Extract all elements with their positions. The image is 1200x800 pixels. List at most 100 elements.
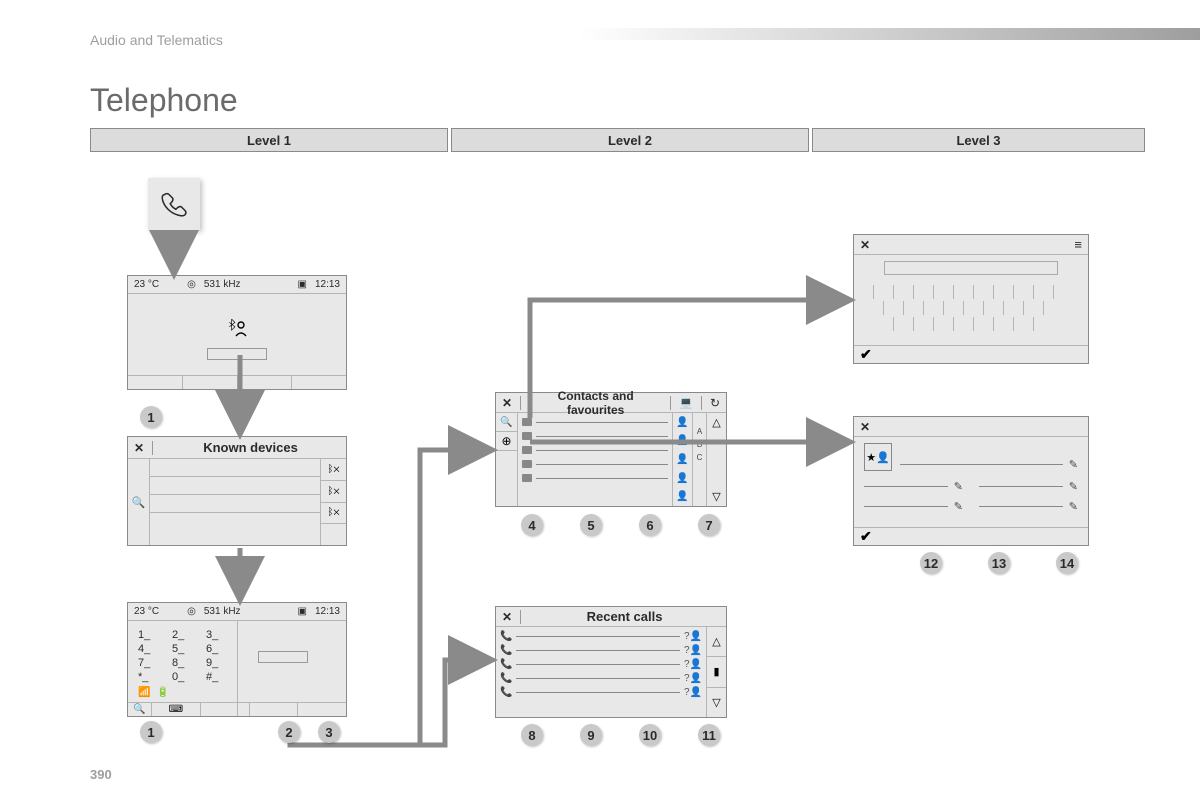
key-3[interactable]: 3_ [206, 629, 234, 641]
edit-icon[interactable]: ✎ [1069, 480, 1078, 493]
key-7[interactable]: 7_ [138, 657, 166, 669]
unknown-person-icon: ?👤 [684, 659, 702, 670]
scroll-thumb-icon[interactable]: ▮ [707, 656, 726, 687]
key-0[interactable]: 0_ [172, 671, 200, 683]
callout-5: 5 [580, 514, 602, 536]
phone-icon [159, 189, 189, 219]
callout-10: 10 [639, 724, 661, 746]
signal-icon: 📶 [138, 687, 150, 698]
search-icon[interactable]: 🔍 [496, 413, 517, 432]
time-label: 12:13 [315, 279, 340, 290]
number-display [258, 651, 308, 663]
person-icon: 👤 [676, 417, 688, 428]
call-out-icon: 📞 [500, 645, 512, 656]
panel-known-devices: ✕ Known devices 🔍 ᛒ✕ ᛒ✕ ᛒ✕ [127, 436, 347, 546]
edit-header: ✕ [854, 417, 1088, 437]
bluetooth-person-icon [225, 318, 249, 347]
panel-bluetooth-status: 23 °C ◎ 531 kHz ▣ 12:13 [127, 275, 347, 390]
edit-icon[interactable]: ✎ [954, 500, 963, 513]
close-icon[interactable]: ✕ [502, 396, 512, 410]
scroll-up-icon[interactable]: △ [707, 627, 726, 656]
call-out-icon: 📞 [500, 673, 512, 684]
device-icon[interactable]: 💻 [679, 396, 693, 409]
telephone-entry-icon-box [148, 178, 200, 230]
section-label: Audio and Telematics [90, 32, 223, 48]
target-icon: ◎ [187, 279, 196, 290]
person-icon: 👤 [676, 435, 688, 446]
keyboard-header: ✕ ≡ [854, 235, 1088, 255]
callout-12: 12 [920, 552, 942, 574]
callout-6: 6 [639, 514, 661, 536]
bt-remove-icon[interactable]: ᛒ✕ [321, 481, 346, 503]
onscreen-keyboard[interactable] [854, 281, 1088, 335]
freq-label: 531 kHz [204, 279, 241, 290]
person-icon: 👤 [676, 454, 688, 465]
unknown-person-icon: ?👤 [684, 687, 702, 698]
temp-label: 23 °C [134, 606, 159, 617]
page-title: Telephone [90, 82, 238, 119]
key-star[interactable]: *_ [138, 671, 166, 683]
confirm-icon[interactable]: ✔ [860, 346, 872, 363]
panel-dialpad: 23 °C ◎ 531 kHz ▣ 12:13 1_ 2_ 3_ 4_ 5_ 6… [127, 602, 347, 717]
time-label: 12:13 [315, 606, 340, 617]
bt-remove-icon[interactable]: ᛒ✕ [321, 459, 346, 481]
callout-9: 9 [580, 724, 602, 746]
key-6[interactable]: 6_ [206, 643, 234, 655]
panel-contacts: ✕ Contacts and favourites 💻 ↻ 🔍 ⊕ 👤 👤 👤 … [495, 392, 727, 507]
temp-label: 23 °C [134, 279, 159, 290]
contacts-header: ✕ Contacts and favourites 💻 ↻ [496, 393, 726, 413]
callout-8: 8 [521, 724, 543, 746]
callout-7: 7 [698, 514, 720, 536]
page-number: 390 [90, 767, 112, 782]
edit-icon[interactable]: ✎ [954, 480, 963, 493]
panel-keyboard: ✕ ≡ ✔ [853, 234, 1089, 364]
close-icon[interactable]: ✕ [860, 420, 870, 434]
text-input[interactable] [884, 261, 1058, 275]
call-out-icon: 📞 [500, 687, 512, 698]
header-gradient [580, 28, 1200, 40]
edit-icon[interactable]: ✎ [1069, 500, 1078, 513]
scroll-down-icon[interactable]: ▽ [707, 487, 726, 506]
add-icon[interactable]: ⊕ [496, 432, 517, 451]
level-2-header: Level 2 [451, 128, 809, 152]
level-3-header: Level 3 [812, 128, 1145, 152]
level-1-header: Level 1 [90, 128, 448, 152]
menu-icon[interactable]: ≡ [1074, 237, 1082, 252]
person-icon: 👤 [676, 473, 688, 484]
panel-recent-calls: ✕ Recent calls 📞?👤 📞?👤 📞?👤 📞?👤 📞?👤 △ ▮ ▽ [495, 606, 727, 718]
person-icon: 👤 [676, 491, 688, 502]
freq-label: 531 kHz [204, 606, 241, 617]
call-out-icon: 📞 [500, 631, 512, 642]
close-icon[interactable]: ✕ [134, 441, 144, 455]
target-icon: ◎ [187, 606, 196, 617]
callout-1: 1 [140, 406, 162, 428]
close-icon[interactable]: ✕ [860, 238, 870, 252]
refresh-icon[interactable]: ↻ [710, 396, 720, 410]
key-4[interactable]: 4_ [138, 643, 166, 655]
key-5[interactable]: 5_ [172, 643, 200, 655]
confirm-icon[interactable]: ✔ [860, 528, 872, 545]
key-1[interactable]: 1_ [138, 629, 166, 641]
scroll-up-icon[interactable]: △ [707, 413, 726, 432]
callout-11: 11 [698, 724, 720, 746]
callout-1b: 1 [140, 721, 162, 743]
status-bar: 23 °C ◎ 531 kHz ▣ 12:13 [128, 603, 346, 621]
bt-remove-icon[interactable]: ᛒ✕ [321, 503, 346, 525]
key-2[interactable]: 2_ [172, 629, 200, 641]
search-icon[interactable]: 🔍 [128, 703, 152, 716]
search-icon[interactable]: 🔍 [128, 459, 149, 545]
level-header-row: Level 1 Level 2 Level 3 [90, 128, 1145, 152]
callout-3: 3 [318, 721, 340, 743]
battery-small-icon: 🔋 [156, 687, 168, 698]
key-hash[interactable]: #_ [206, 671, 234, 683]
scroll-down-icon[interactable]: ▽ [707, 688, 726, 717]
callout-2: 2 [278, 721, 300, 743]
key-8[interactable]: 8_ [172, 657, 200, 669]
close-icon[interactable]: ✕ [502, 610, 512, 624]
key-9[interactable]: 9_ [206, 657, 234, 669]
keypad-tab-icon[interactable]: ⌨ [152, 703, 201, 716]
recent-title: Recent calls [529, 609, 720, 624]
dial-keypad[interactable]: 1_ 2_ 3_ 4_ 5_ 6_ 7_ 8_ 9_ *_ 0_ #_ [138, 629, 231, 683]
edit-icon[interactable]: ✎ [1069, 458, 1078, 471]
callout-13: 13 [988, 552, 1010, 574]
